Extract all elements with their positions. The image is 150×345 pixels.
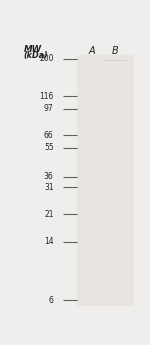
- Text: 97: 97: [44, 104, 54, 113]
- Text: (kDa): (kDa): [23, 51, 48, 60]
- Text: B: B: [112, 46, 119, 56]
- Text: 14: 14: [44, 237, 54, 246]
- Text: 21: 21: [44, 209, 54, 218]
- Text: A: A: [89, 46, 95, 56]
- Bar: [77, 55, 134, 306]
- Text: 31: 31: [44, 183, 54, 192]
- Text: 66: 66: [44, 131, 54, 140]
- Text: 55: 55: [44, 143, 54, 152]
- Text: 6: 6: [49, 296, 54, 305]
- Text: MW: MW: [23, 46, 42, 55]
- Text: 116: 116: [39, 92, 54, 101]
- Text: 36: 36: [44, 172, 54, 181]
- Text: 200: 200: [39, 54, 54, 63]
